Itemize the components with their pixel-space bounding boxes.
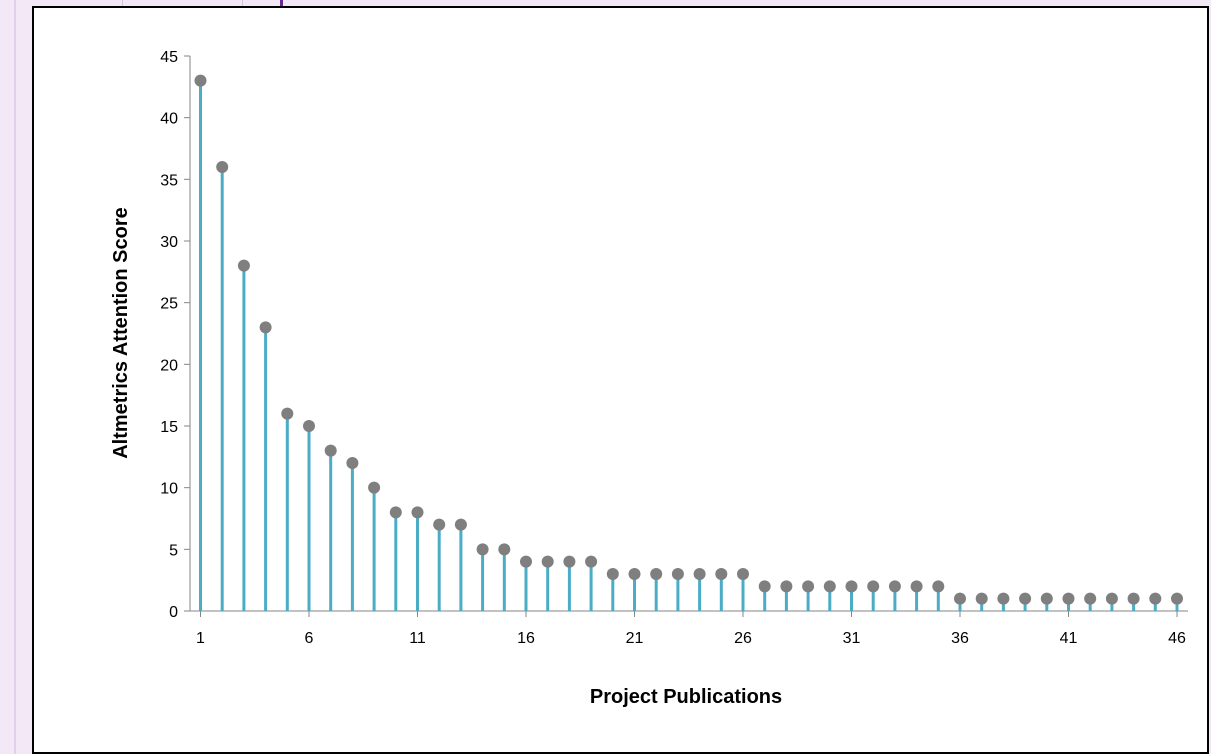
x-tick-label: 11 — [409, 630, 426, 647]
data-point — [737, 568, 749, 580]
data-point — [606, 568, 619, 580]
data-point — [1171, 592, 1183, 605]
data-point — [454, 518, 467, 531]
data-point — [823, 580, 836, 593]
x-tick-label: 36 — [951, 630, 969, 647]
data-point — [368, 481, 381, 494]
data-point — [1127, 592, 1140, 605]
markers — [194, 74, 1183, 605]
data-point — [975, 592, 988, 605]
y-tick-label: 20 — [160, 357, 178, 374]
x-tick-label: 26 — [734, 630, 752, 647]
data-point — [954, 592, 966, 605]
background-stripe — [14, 0, 16, 754]
chart-frame — [32, 6, 1209, 754]
data-point — [303, 420, 315, 432]
data-point — [520, 555, 532, 568]
data-point — [1019, 592, 1032, 605]
data-point — [997, 592, 1010, 605]
data-point — [498, 543, 511, 556]
x-tick-label: 46 — [1168, 630, 1186, 647]
data-point — [433, 518, 446, 531]
data-point — [1105, 592, 1118, 605]
x-axis-ticks: 1 6 11 16 21 26 31 36 41 46 — [196, 611, 1186, 647]
data-point — [237, 259, 250, 272]
x-axis-title: Project Publications — [590, 686, 782, 708]
data-point — [693, 568, 706, 580]
data-point — [585, 555, 598, 568]
x-tick-label: 21 — [626, 630, 644, 647]
y-tick-label: 30 — [160, 234, 178, 251]
x-tick-label: 6 — [305, 630, 314, 647]
data-point — [476, 543, 489, 556]
background-divider — [242, 0, 243, 8]
y-axis-title: Altmetrics Attention Score — [110, 207, 132, 459]
x-tick-label: 1 — [196, 630, 205, 647]
x-tick-label: 16 — [517, 630, 535, 647]
y-tick-label: 0 — [169, 604, 178, 621]
background-divider — [122, 0, 123, 8]
data-point — [802, 580, 815, 593]
data-point — [389, 506, 402, 519]
background-accent — [280, 0, 283, 8]
axes — [189, 56, 1188, 612]
data-point — [216, 161, 229, 173]
x-tick-label: 31 — [843, 630, 861, 647]
data-point — [411, 506, 424, 519]
y-tick-label: 5 — [169, 542, 178, 559]
data-point — [650, 568, 663, 580]
y-axis-ticks: 0 5 10 15 20 25 30 35 40 45 — [160, 49, 190, 621]
data-point — [910, 580, 923, 593]
data-point — [867, 580, 880, 593]
y-tick-label: 15 — [160, 419, 178, 436]
data-point — [888, 580, 901, 593]
data-point — [932, 580, 945, 593]
data-point — [715, 568, 728, 580]
y-tick-label: 10 — [160, 481, 178, 498]
data-point — [1084, 592, 1097, 605]
data-point — [780, 580, 793, 593]
data-point — [758, 580, 771, 593]
data-point — [1149, 592, 1162, 605]
data-point — [563, 555, 576, 568]
y-tick-label: 45 — [160, 49, 178, 66]
data-point — [1040, 592, 1053, 605]
data-point — [628, 568, 641, 580]
y-tick-label: 40 — [160, 111, 178, 128]
data-point — [845, 580, 858, 593]
data-point — [541, 555, 554, 568]
data-point — [259, 321, 272, 334]
y-tick-label: 35 — [160, 172, 178, 189]
x-tick-label: 41 — [1060, 630, 1078, 647]
data-point — [671, 568, 684, 580]
y-tick-label: 25 — [160, 296, 178, 313]
data-point — [194, 74, 207, 87]
data-point — [1062, 592, 1075, 605]
data-point — [281, 407, 294, 420]
data-point — [346, 457, 359, 469]
data-point — [324, 444, 337, 457]
stems — [199, 80, 1179, 611]
